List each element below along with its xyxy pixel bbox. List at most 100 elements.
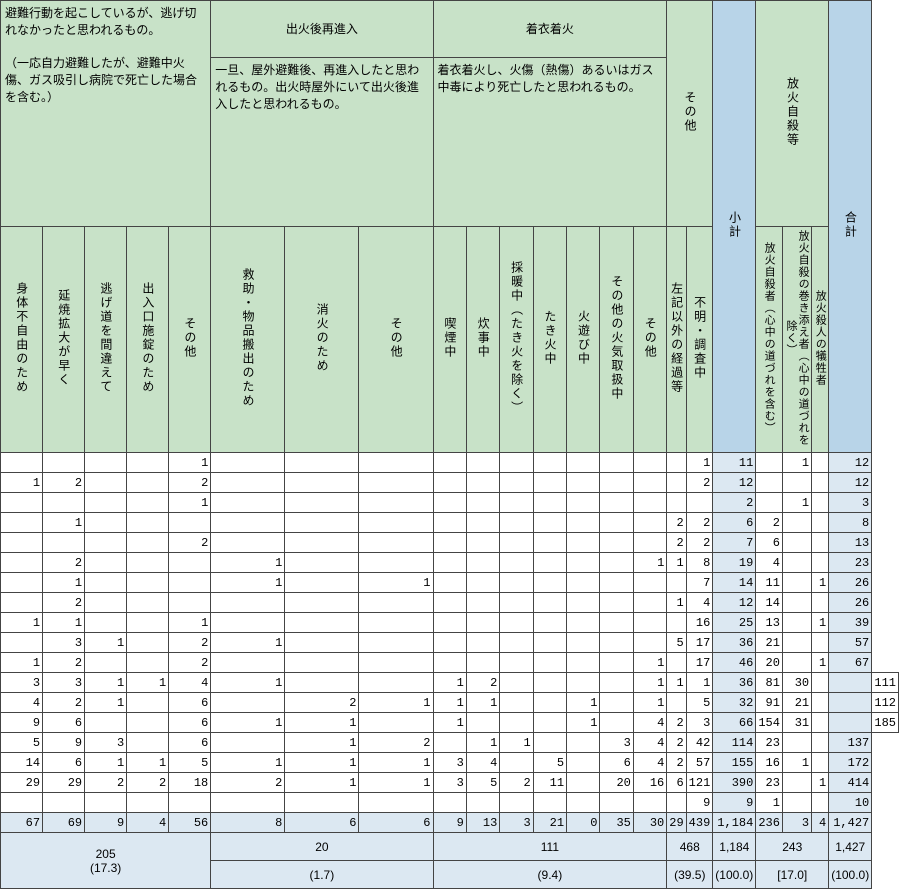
cell <box>1 533 43 553</box>
cell <box>567 593 600 613</box>
cell: 17 <box>686 633 713 653</box>
cell <box>85 793 127 813</box>
cell <box>466 713 499 733</box>
cell: 154 <box>756 713 783 733</box>
cell <box>466 453 499 473</box>
cell: 36 <box>713 673 756 693</box>
cell: 11 <box>533 773 566 793</box>
cell <box>633 633 666 653</box>
sum6b: [17.0] <box>756 861 829 889</box>
cell <box>433 573 466 593</box>
cell: 6 <box>169 713 211 733</box>
cell: 12 <box>829 453 872 473</box>
cell <box>600 713 633 733</box>
cell <box>782 773 811 793</box>
cell: 32 <box>713 693 756 713</box>
cell: 5 <box>169 753 211 773</box>
cell: 2 <box>43 693 85 713</box>
cell <box>633 493 666 513</box>
txt: 避難行動を起こしているが、逃げ切れなかったと思われるもの。 （一応自力避難したが… <box>5 6 197 104</box>
cell: 9 <box>713 793 756 813</box>
cell: 6 <box>169 693 211 713</box>
hdr-evacuation: 避難行動を起こしているが、逃げ切れなかったと思われるもの。 （一応自力避難したが… <box>1 1 211 227</box>
sum4b: (39.5) <box>667 861 713 889</box>
subhdr-6: 消火のため <box>285 227 359 453</box>
table-row: 99110 <box>1 793 899 813</box>
cell <box>127 473 169 493</box>
cell <box>633 573 666 593</box>
cell: 6 <box>713 513 756 533</box>
cell <box>812 513 829 533</box>
cell <box>466 513 499 533</box>
sum7b: (100.0) <box>829 861 872 889</box>
cell <box>567 533 600 553</box>
cell <box>500 613 533 633</box>
cell <box>829 713 872 733</box>
cell <box>285 593 359 613</box>
subheader-row: 身体不自由のため延焼拡大が早く逃げ道を間違えて出入口施錠のためその他救助・物品搬… <box>1 227 899 453</box>
cell <box>500 473 533 493</box>
total-cell: 29 <box>667 813 686 833</box>
cell <box>600 613 633 633</box>
cell: 2 <box>667 713 686 733</box>
cell: 5 <box>466 773 499 793</box>
cell <box>812 693 829 713</box>
cell <box>500 653 533 673</box>
total-cell: 439 <box>686 813 713 833</box>
cell <box>600 533 633 553</box>
table-row: 1221174620167 <box>1 653 899 673</box>
cell: 1 <box>211 553 285 573</box>
cell: 1 <box>359 753 433 773</box>
cell: 1 <box>782 493 811 513</box>
cell <box>533 553 566 573</box>
cell: 2 <box>500 773 533 793</box>
cell <box>433 633 466 653</box>
cell: 1 <box>633 553 666 573</box>
cell <box>500 793 533 813</box>
subhdr-15: 左記以外の経過等 <box>667 227 686 453</box>
cell <box>466 633 499 653</box>
cell <box>285 553 359 573</box>
cell <box>567 773 600 793</box>
cell <box>567 573 600 593</box>
cell <box>533 453 566 473</box>
cell: 1 <box>359 773 433 793</box>
cell <box>433 453 466 473</box>
table-row: 292922182113521120166121390231414 <box>1 773 899 793</box>
cell: 6 <box>600 753 633 773</box>
total-cell: 0 <box>567 813 600 833</box>
cell: 2 <box>667 513 686 533</box>
cell <box>466 613 499 633</box>
table-row: 11171411126 <box>1 573 899 593</box>
cell <box>533 653 566 673</box>
cell: 2 <box>667 753 686 773</box>
cell <box>211 733 285 753</box>
cell <box>567 793 600 813</box>
total-cell: 6 <box>285 813 359 833</box>
cell: 4 <box>169 673 211 693</box>
cell <box>466 553 499 573</box>
cell <box>533 513 566 533</box>
cell: 2 <box>85 773 127 793</box>
cell: 1 <box>359 573 433 593</box>
subhdr-arson-2: 放火殺人の犠牲者 <box>812 227 829 453</box>
table-row: 122628 <box>1 513 899 533</box>
cell <box>500 533 533 553</box>
cell: 1 <box>211 713 285 733</box>
cell <box>211 693 285 713</box>
table-row: 12221212 <box>1 473 899 493</box>
subhdr-12: 火遊び中 <box>567 227 600 453</box>
cell: 36 <box>713 633 756 653</box>
cell <box>533 573 566 593</box>
cell: 81 <box>756 673 783 693</box>
sum1: 205 (17.3) <box>1 833 211 889</box>
cell: 1 <box>1 653 43 673</box>
cell <box>85 593 127 613</box>
cell: 2 <box>285 693 359 713</box>
cell: 2 <box>667 733 686 753</box>
subhdr-arson-1: 放火自殺の巻き添え者（心中の道づれを除く） <box>782 227 811 453</box>
hdr-subtotal: 小計 <box>713 1 756 453</box>
cell <box>667 613 686 633</box>
cell <box>756 453 783 473</box>
cell <box>782 513 811 533</box>
